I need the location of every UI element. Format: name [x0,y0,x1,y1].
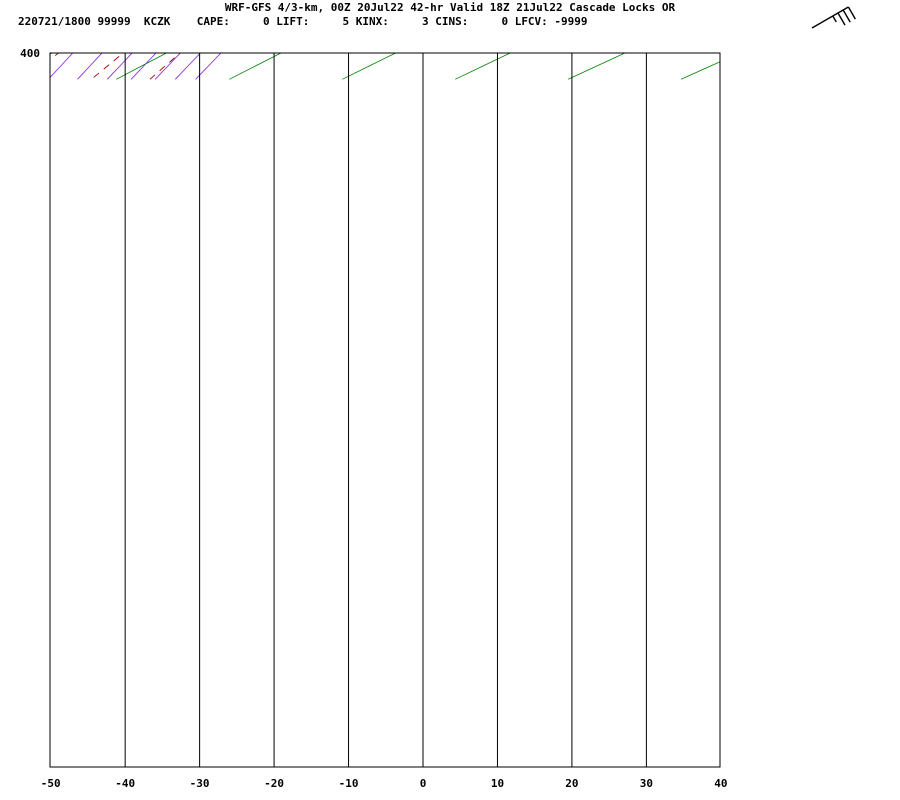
x-axis-tick-labels: -50 -40 -30 -20 -10 0 10 20 30 40 [41,777,728,790]
mixing-ratio-line [0,0,240,79]
mixing-ratio-line [0,0,186,79]
chart-header-line2: 220721/1800 99999 KCZK CAPE: 0 LIFT: 5 K… [18,15,588,28]
moist-adiabat-line [0,0,143,79]
x-tick-label: 40 [714,777,727,790]
x-tick-label: -40 [115,777,135,790]
chart-header-line1: WRF-GFS 4/3-km, 00Z 20Jul22 42-hr Valid … [225,1,676,14]
dry-adiabat-line [794,0,900,79]
x-tick-label: -20 [264,777,284,790]
moist-adiabat-line [0,0,218,79]
wind-barb-flag [847,6,856,20]
dry-adiabat-line [680,61,720,80]
y-axis-tick-labels: 4005006007008009001000 [20,47,40,60]
wind-barbs [811,6,856,29]
wind-barb [811,6,856,29]
y-tick-label: 400 [20,47,40,60]
wind-barb-half-flag [832,15,837,23]
x-tick-label: 20 [565,777,578,790]
moist-adiabat-line [0,0,255,79]
x-tick-label: 0 [420,777,427,790]
moist-adiabat-line [0,0,181,79]
x-tick-label: 10 [491,777,504,790]
wind-barb-flag [837,12,846,26]
x-tick-label: -30 [190,777,210,790]
x-tick-label: -10 [339,777,359,790]
chart-grid [50,52,720,767]
plot-frame [49,52,721,768]
x-tick-label: -50 [41,777,61,790]
wind-barb-flag [842,9,851,23]
wind-barb-staff [811,6,849,29]
mixing-ratio-line [0,0,135,79]
x-tick-label: 30 [640,777,653,790]
